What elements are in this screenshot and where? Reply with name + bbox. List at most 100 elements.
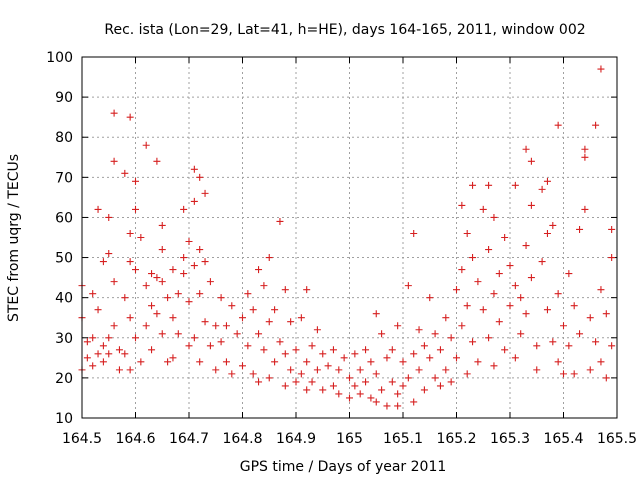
data-point <box>249 370 257 378</box>
data-point <box>490 290 498 298</box>
data-point <box>431 330 439 338</box>
data-point <box>538 185 546 193</box>
data-point <box>196 246 204 254</box>
data-point <box>281 350 289 358</box>
x-axis-label: GPS time / Days of year 2011 <box>240 459 447 475</box>
data-point <box>169 266 177 274</box>
data-point <box>506 262 514 270</box>
data-point <box>549 338 557 346</box>
data-point <box>153 157 161 165</box>
data-point <box>148 346 156 354</box>
data-point <box>132 334 139 342</box>
data-point <box>303 286 311 294</box>
data-point <box>442 314 450 322</box>
data-point <box>511 354 519 362</box>
x-tick-label: 165.1 <box>383 431 423 447</box>
data-point <box>608 254 616 262</box>
data-point <box>517 330 525 338</box>
data-point <box>148 270 156 278</box>
data-point <box>404 282 412 290</box>
data-point <box>83 338 91 346</box>
x-tick-label: 164.9 <box>276 431 316 447</box>
data-point <box>410 229 418 237</box>
data-point <box>458 266 466 274</box>
data-point <box>372 310 380 318</box>
data-point <box>533 366 541 374</box>
data-point <box>206 342 214 350</box>
data-point <box>132 205 139 213</box>
data-point <box>196 290 204 298</box>
data-point <box>201 189 209 197</box>
data-point <box>346 374 353 382</box>
data-point <box>329 346 337 354</box>
y-axis-label: STEC from uqrg / TECUs <box>6 154 22 322</box>
data-point <box>126 258 134 266</box>
data-point <box>121 169 129 177</box>
x-tick-label: 165.3 <box>490 431 530 447</box>
data-point <box>190 262 198 270</box>
data-point <box>99 258 107 266</box>
data-point <box>174 290 182 298</box>
data-point <box>597 286 605 294</box>
data-point <box>271 358 279 366</box>
data-point <box>592 121 600 129</box>
data-point <box>89 334 97 342</box>
data-point <box>549 221 557 229</box>
data-point <box>533 342 541 350</box>
data-point <box>394 322 402 330</box>
x-tick-label: 165.5 <box>597 431 637 447</box>
data-point <box>399 358 407 366</box>
data-point <box>538 258 546 266</box>
data-point <box>378 386 386 394</box>
y-tick-label: 90 <box>55 90 73 106</box>
data-point <box>89 362 97 370</box>
data-point <box>511 282 519 290</box>
axis-ticks: 164.5 164.6 164.7 164.8 164.9 165 165.1 165.2 16… <box>46 50 637 447</box>
data-point <box>164 358 172 366</box>
data-point <box>490 213 498 221</box>
data-point <box>554 290 562 298</box>
data-point <box>164 294 172 302</box>
data-point <box>303 386 311 394</box>
data-point <box>222 322 230 330</box>
data-point <box>543 229 551 237</box>
data-point <box>260 282 268 290</box>
data-point <box>292 378 300 386</box>
x-tick-label: 164.6 <box>115 431 155 447</box>
data-point <box>362 378 370 386</box>
data-point <box>287 366 295 374</box>
y-tick-label: 70 <box>55 170 73 186</box>
data-point <box>99 342 107 350</box>
data-point <box>83 354 91 362</box>
data-point <box>94 205 102 213</box>
data-point <box>126 113 134 121</box>
data-point <box>608 342 616 350</box>
data-point <box>324 362 332 370</box>
data-point <box>420 342 428 350</box>
data-point <box>581 153 589 161</box>
data-point <box>597 65 605 73</box>
data-point <box>110 157 118 165</box>
data-point <box>94 306 102 314</box>
data-point <box>517 294 525 302</box>
data-point <box>308 342 316 350</box>
data-point <box>271 306 279 314</box>
data-point <box>190 197 198 205</box>
data-point <box>169 354 177 362</box>
data-point <box>522 242 530 250</box>
data-point <box>313 326 321 334</box>
data-point <box>436 382 444 390</box>
data-point <box>105 250 113 258</box>
data-point <box>527 274 535 282</box>
data-point <box>126 314 134 322</box>
data-point <box>501 346 509 354</box>
data-point <box>201 318 209 326</box>
data-point <box>158 246 166 254</box>
data-point <box>110 109 118 117</box>
data-point <box>522 310 530 318</box>
data-point <box>367 358 375 366</box>
data-point <box>126 366 134 374</box>
data-point <box>233 330 241 338</box>
data-point <box>292 346 300 354</box>
